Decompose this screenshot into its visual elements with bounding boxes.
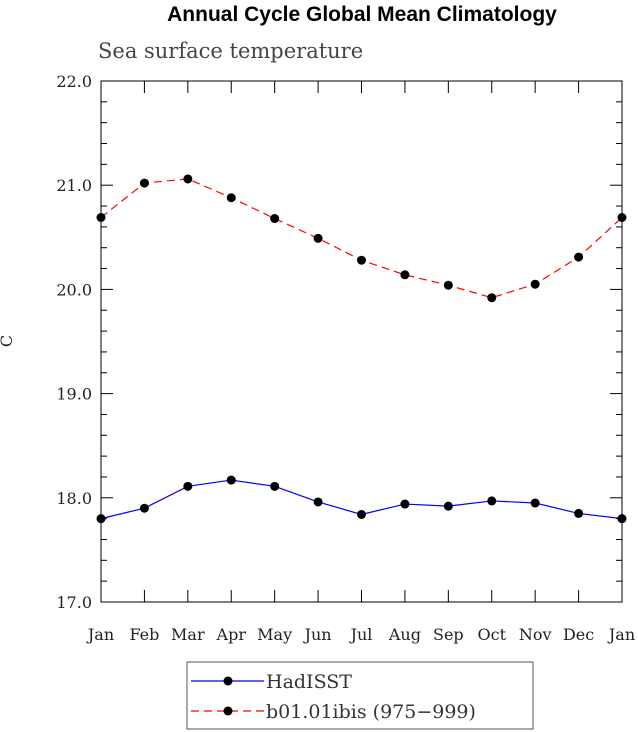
legend-box xyxy=(186,661,534,730)
data-point-1-6 xyxy=(357,255,366,265)
data-point-1-2 xyxy=(183,174,193,184)
x-tick-label: Mar xyxy=(171,625,205,644)
data-point-0-9 xyxy=(487,496,497,506)
y-tick-label: 22.0 xyxy=(56,72,92,91)
data-point-0-6 xyxy=(357,509,366,519)
y-tick-label: 17.0 xyxy=(56,593,92,612)
data-point-1-5 xyxy=(313,233,323,243)
legend-label-hadisst: HadISST xyxy=(266,671,352,693)
x-tick-label: Aug xyxy=(388,625,421,644)
chart-subtitle: Sea surface temperature xyxy=(98,39,363,63)
x-tick-label: Dec xyxy=(563,625,594,644)
x-tick-label: Jul xyxy=(349,625,373,644)
x-tick-label: Jun xyxy=(303,625,332,644)
legend-marker-hadisst xyxy=(223,676,233,686)
data-point-1-0 xyxy=(96,213,106,223)
x-tick-label: Jan xyxy=(607,625,635,644)
x-tick-label: Sep xyxy=(433,625,464,644)
data-point-0-7 xyxy=(400,499,410,509)
plot-frame xyxy=(100,80,623,603)
y-axis-label: C xyxy=(0,335,16,347)
data-point-0-5 xyxy=(313,497,323,507)
data-point-1-4 xyxy=(270,214,280,224)
data-point-0-8 xyxy=(443,501,453,511)
x-tick-label: Nov xyxy=(519,625,552,644)
x-tick-label: Feb xyxy=(129,625,159,644)
data-point-0-0 xyxy=(96,514,106,524)
data-point-1-10 xyxy=(530,279,540,289)
data-point-1-11 xyxy=(574,252,584,262)
legend-label-model: b01.01ibis (975−999) xyxy=(266,701,476,723)
y-tick-label: 21.0 xyxy=(56,176,92,195)
y-tick-label: 18.0 xyxy=(56,489,92,508)
data-point-0-4 xyxy=(270,481,280,491)
data-point-0-10 xyxy=(530,498,540,508)
x-tick-label: Oct xyxy=(477,625,506,644)
chart-title: Annual Cycle Global Mean Climatology xyxy=(167,3,557,26)
x-tick-label: Apr xyxy=(216,625,247,644)
data-point-1-12 xyxy=(617,213,627,223)
data-point-1-3 xyxy=(226,193,236,203)
series-line-1 xyxy=(100,178,623,299)
data-point-0-11 xyxy=(574,508,584,518)
data-point-0-3 xyxy=(226,475,236,485)
x-tick-label: Jan xyxy=(86,625,114,644)
data-point-0-12 xyxy=(617,514,627,524)
x-tick-label: May xyxy=(257,625,292,644)
legend-marker-model xyxy=(223,706,233,716)
data-point-1-8 xyxy=(443,280,453,290)
y-tick-label: 20.0 xyxy=(56,280,92,299)
data-point-1-1 xyxy=(139,178,149,188)
y-tick-label: 19.0 xyxy=(56,385,92,404)
data-point-1-7 xyxy=(400,270,410,280)
data-point-0-2 xyxy=(183,481,193,491)
data-point-0-1 xyxy=(139,503,149,513)
legend: HadISST b01.01ibis (975−999) xyxy=(186,661,534,730)
data-point-1-9 xyxy=(487,293,497,303)
